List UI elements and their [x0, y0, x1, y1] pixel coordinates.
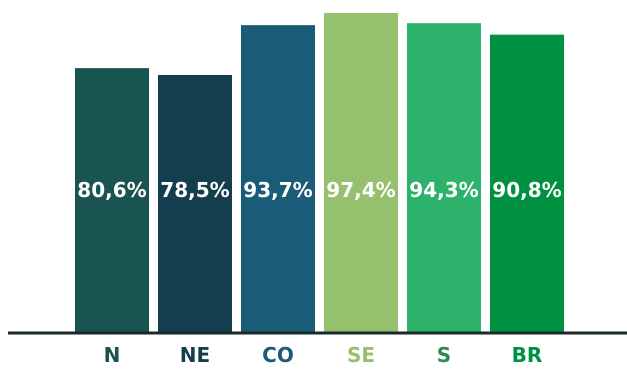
- value-label-ne: 78,5%: [160, 178, 229, 202]
- category-label-ne: NE: [180, 343, 210, 367]
- category-label-se: SE: [347, 343, 375, 367]
- bar-ne: [158, 75, 232, 333]
- bar-br: [490, 34, 564, 334]
- category-label-n: N: [104, 343, 121, 367]
- category-label-co: CO: [262, 343, 294, 367]
- value-label-n: 80,6%: [77, 178, 146, 202]
- category-label-s: S: [437, 343, 451, 367]
- bar-se: [324, 13, 398, 333]
- category-labels-group: N NE CO SE S BR: [104, 343, 543, 367]
- bar-s: [407, 23, 481, 333]
- category-label-br: BR: [512, 343, 543, 367]
- value-label-s: 94,3%: [409, 178, 478, 202]
- bar-n: [75, 68, 149, 333]
- value-label-br: 90,8%: [492, 178, 561, 202]
- value-label-se: 97,4%: [326, 178, 395, 202]
- bar-co: [241, 25, 315, 333]
- bars-group: [75, 13, 564, 334]
- value-labels-group: 80,6% 78,5% 93,7% 97,4% 94,3% 90,8%: [77, 178, 561, 202]
- value-label-co: 93,7%: [243, 178, 312, 202]
